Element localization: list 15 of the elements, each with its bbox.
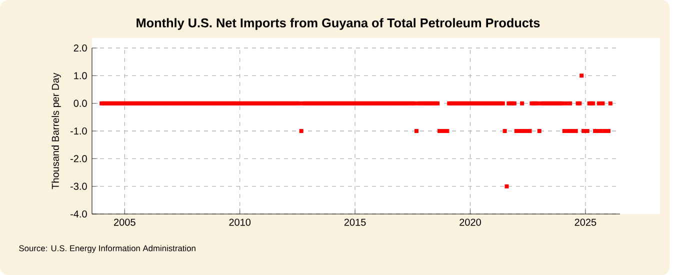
y-tick-label: -1.0	[70, 127, 87, 135]
chart-title: Monthly U.S. Net Imports from Guyana of Total Petroleum Products	[136, 18, 540, 30]
x-tick-label: 2020	[460, 218, 481, 226]
y-axis-title: Thousand Barrels per Day	[52, 72, 61, 190]
x-tick-label: 2005	[114, 218, 136, 226]
y-tick-label: 0.0	[74, 100, 87, 107]
y-tick-label: -4.0	[70, 210, 87, 218]
x-tick-label: 2015	[344, 218, 366, 226]
y-tick-label: 1.0	[74, 72, 87, 80]
y-tick-label: -2.0	[70, 155, 87, 162]
x-tick-label: 2025	[574, 218, 596, 226]
x-tick-label: 2010	[229, 218, 251, 226]
y-tick-label: 2.0	[74, 44, 87, 52]
y-tick-label: -3.0	[70, 182, 87, 190]
source-note: Source: U.S. Energy Information Administration	[19, 245, 196, 253]
